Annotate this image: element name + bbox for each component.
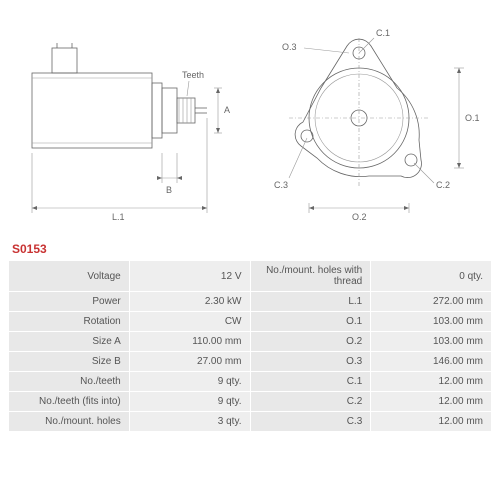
label-o3: O.3 [282, 42, 297, 52]
spec-value: 27.00 mm [129, 352, 250, 372]
spec-row: No./teeth (fits into)9 qty.C.212.00 mm [9, 392, 492, 412]
spec-label: Size A [9, 332, 130, 352]
spec-row: No./teeth9 qty.C.112.00 mm [9, 372, 492, 392]
spec-label: Rotation [9, 312, 130, 332]
spec-value: 110.00 mm [129, 332, 250, 352]
spec-label: Power [9, 292, 130, 312]
spec-value: 0 qty. [371, 261, 492, 292]
spec-label: Voltage [9, 261, 130, 292]
spec-label: No./mount. holes with thread [250, 261, 371, 292]
spec-label: C.1 [250, 372, 371, 392]
spec-row: Power2.30 kWL.1272.00 mm [9, 292, 492, 312]
spec-label: No./teeth (fits into) [9, 392, 130, 412]
spec-value: 12.00 mm [371, 372, 492, 392]
spec-label: No./mount. holes [9, 412, 130, 432]
spec-value: 3 qty. [129, 412, 250, 432]
spec-value: CW [129, 312, 250, 332]
spec-value: 103.00 mm [371, 332, 492, 352]
label-o2: O.2 [352, 212, 367, 222]
spec-row: Size B27.00 mmO.3146.00 mm [9, 352, 492, 372]
spec-value: 9 qty. [129, 392, 250, 412]
spec-value: 12 V [129, 261, 250, 292]
spec-row: No./mount. holes3 qty.C.312.00 mm [9, 412, 492, 432]
spec-label: O.1 [250, 312, 371, 332]
front-view-diagram: O.3 O.1 O.2 C.1 C.2 C.3 [254, 18, 484, 228]
spec-row: Size A110.00 mmO.2103.00 mm [9, 332, 492, 352]
diagram-area: Teeth A B L.1 [8, 8, 492, 238]
spec-value: 9 qty. [129, 372, 250, 392]
spec-table: Voltage12 VNo./mount. holes with thread0… [8, 260, 492, 432]
spec-label: C.3 [250, 412, 371, 432]
spec-label: Size B [9, 352, 130, 372]
label-a: A [224, 105, 230, 115]
spec-label: No./teeth [9, 372, 130, 392]
spec-value: 12.00 mm [371, 412, 492, 432]
side-view-diagram: Teeth A B L.1 [17, 18, 237, 228]
label-c1: C.1 [376, 28, 390, 38]
spec-label: O.3 [250, 352, 371, 372]
spec-value: 146.00 mm [371, 352, 492, 372]
spec-value: 272.00 mm [371, 292, 492, 312]
spec-row: Voltage12 VNo./mount. holes with thread0… [9, 261, 492, 292]
label-b: B [166, 185, 172, 195]
label-o1: O.1 [465, 113, 480, 123]
spec-row: RotationCWO.1103.00 mm [9, 312, 492, 332]
part-id: S0153 [12, 242, 492, 256]
label-teeth: Teeth [182, 70, 204, 80]
spec-value: 103.00 mm [371, 312, 492, 332]
spec-value: 12.00 mm [371, 392, 492, 412]
spec-label: O.2 [250, 332, 371, 352]
label-c2: C.2 [436, 180, 450, 190]
spec-label: L.1 [250, 292, 371, 312]
spec-value: 2.30 kW [129, 292, 250, 312]
label-l1: L.1 [112, 212, 125, 222]
label-c3: C.3 [274, 180, 288, 190]
spec-label: C.2 [250, 392, 371, 412]
